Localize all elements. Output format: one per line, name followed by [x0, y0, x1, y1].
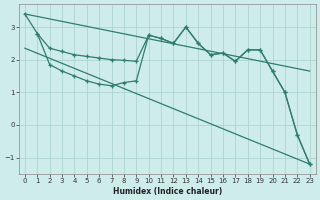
X-axis label: Humidex (Indice chaleur): Humidex (Indice chaleur)	[113, 187, 222, 196]
